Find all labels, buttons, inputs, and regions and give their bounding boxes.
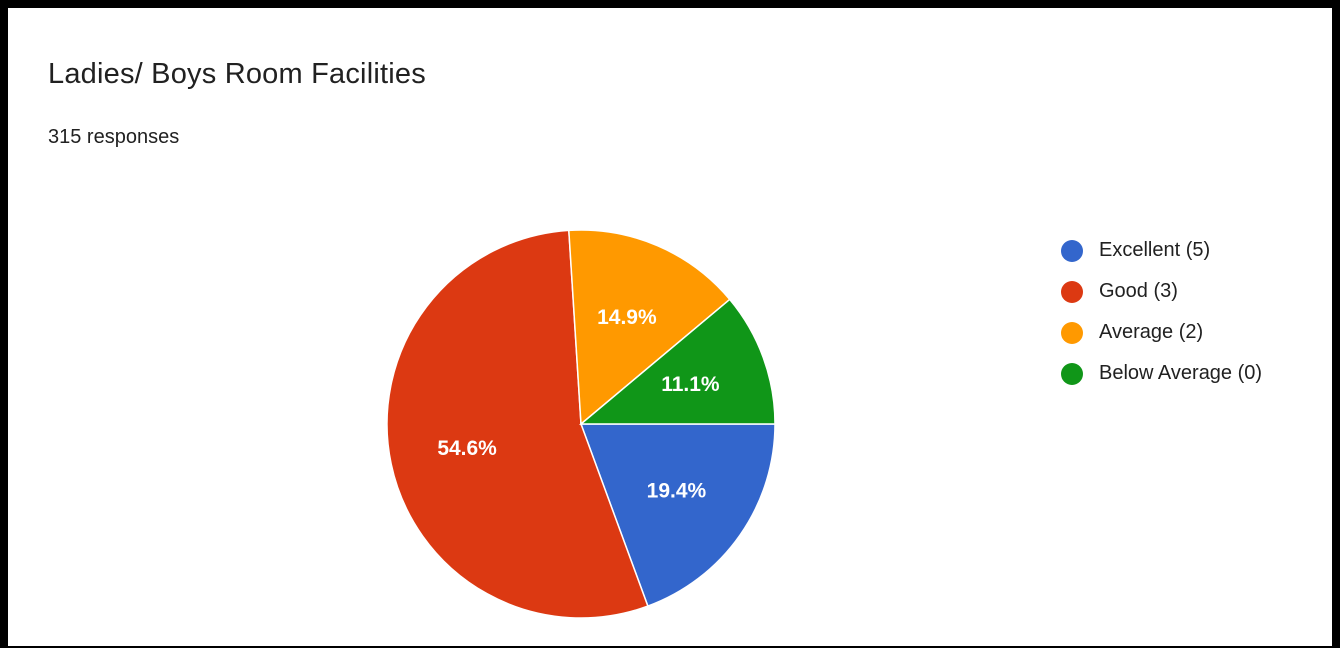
legend-item[interactable]: Average (2)	[1061, 312, 1262, 353]
legend-item[interactable]: Good (3)	[1061, 271, 1262, 312]
legend-label: Good (3)	[1099, 280, 1178, 302]
legend-swatch-icon	[1061, 280, 1083, 303]
slice-percent-label: 19.4%	[647, 480, 707, 503]
legend-item[interactable]: Below Average (0)	[1061, 353, 1262, 394]
pie-chart: 19.4% 54.6% 14.9% 11.1%	[386, 229, 776, 619]
legend-swatch-icon	[1061, 362, 1083, 385]
pie-slices	[386, 229, 776, 619]
slice-percent-label: 11.1%	[661, 373, 720, 396]
legend-swatch-icon	[1061, 321, 1083, 344]
legend-item[interactable]: Excellent (5)	[1061, 230, 1262, 271]
pie-slice-excellent[interactable]	[579, 423, 776, 608]
legend-swatch-icon	[1061, 239, 1083, 262]
response-count: 315 responses	[48, 126, 180, 148]
pie-labels: 19.4% 54.6% 14.9% 11.1%	[437, 306, 720, 503]
chart-legend: Excellent (5) Good (3) Average (2) Below Av…	[1061, 230, 1262, 394]
slice-percent-label: 54.6%	[437, 437, 497, 460]
legend-label: Below Average (0)	[1099, 362, 1263, 384]
legend-label: Excellent (5)	[1099, 239, 1211, 261]
chart-title: Ladies/ Boys Room Facilities	[48, 58, 426, 90]
pie-slice-below-average[interactable]	[578, 298, 776, 425]
slice-percent-label: 14.9%	[597, 306, 657, 329]
legend-label: Average (2)	[1099, 321, 1204, 343]
pie-slice-average[interactable]	[568, 229, 731, 426]
pie-slice-good[interactable]	[386, 229, 649, 619]
